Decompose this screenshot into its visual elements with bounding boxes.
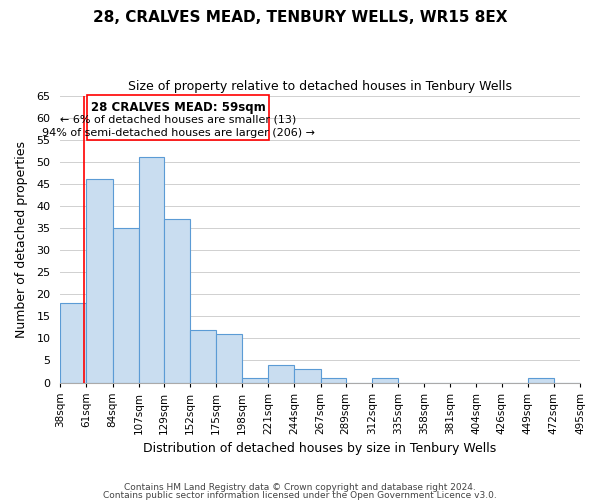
Bar [320,378,346,382]
Bar [242,378,268,382]
Bar [139,158,164,382]
FancyBboxPatch shape [88,94,269,140]
Bar [190,330,216,382]
Text: ← 6% of detached houses are smaller (13): ← 6% of detached houses are smaller (13) [61,114,296,124]
Bar [86,180,113,382]
Title: Size of property relative to detached houses in Tenbury Wells: Size of property relative to detached ho… [128,80,512,93]
Text: 28 CRALVES MEAD: 59sqm: 28 CRALVES MEAD: 59sqm [91,102,266,114]
Bar [60,303,86,382]
Text: Contains HM Land Registry data © Crown copyright and database right 2024.: Contains HM Land Registry data © Crown c… [124,484,476,492]
Bar [164,219,190,382]
Bar [113,228,139,382]
Text: 94% of semi-detached houses are larger (206) →: 94% of semi-detached houses are larger (… [42,128,315,138]
Text: Contains public sector information licensed under the Open Government Licence v3: Contains public sector information licen… [103,490,497,500]
Bar [268,365,295,382]
Bar [295,370,320,382]
Text: 28, CRALVES MEAD, TENBURY WELLS, WR15 8EX: 28, CRALVES MEAD, TENBURY WELLS, WR15 8E… [93,10,507,25]
Bar [527,378,554,382]
Bar [372,378,398,382]
X-axis label: Distribution of detached houses by size in Tenbury Wells: Distribution of detached houses by size … [143,442,497,455]
Y-axis label: Number of detached properties: Number of detached properties [15,140,28,338]
Bar [216,334,242,382]
